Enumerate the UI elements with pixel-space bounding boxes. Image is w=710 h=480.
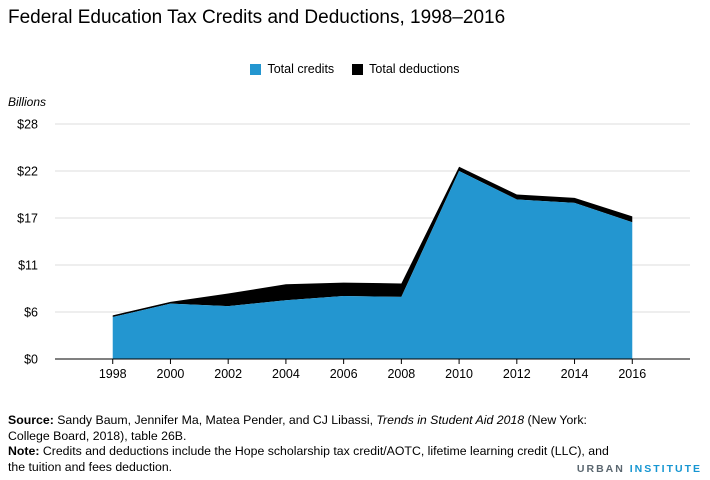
x-tick-label: 2002 xyxy=(214,367,242,381)
x-tick-label: 2014 xyxy=(561,367,589,381)
legend: Total credits Total deductions xyxy=(0,60,710,78)
urban-institute-logo: URBAN INSTITUTE xyxy=(577,463,702,475)
source-label: Source: xyxy=(8,413,54,427)
note-label: Note: xyxy=(8,444,40,458)
x-tick-label: 2012 xyxy=(503,367,531,381)
x-tick-label: 2000 xyxy=(157,367,185,381)
x-tick-label: 2006 xyxy=(330,367,358,381)
legend-swatch-credits xyxy=(250,63,262,75)
y-axis-unit-label: Billions xyxy=(8,95,47,109)
area-total-deductions xyxy=(112,166,633,318)
chart-footer: Source: Sandy Baum, Jennifer Ma, Matea P… xyxy=(8,413,618,475)
legend-label-deductions: Total deductions xyxy=(369,62,460,76)
y-tick-label: $22 xyxy=(17,165,38,179)
chart-title: Federal Education Tax Credits and Deduct… xyxy=(8,7,506,28)
legend-item-deductions: Total deductions xyxy=(352,62,460,76)
y-tick-label: $17 xyxy=(17,212,38,226)
source-text-1: Sandy Baum, Jennifer Ma, Matea Pender, a… xyxy=(53,413,377,427)
area-total-credits xyxy=(112,171,633,359)
note-text: Credits and deductions include the Hope … xyxy=(8,444,609,474)
y-tick-label: $28 xyxy=(17,118,38,132)
source-title: Trends in Student Aid 2018 xyxy=(376,413,525,427)
y-tick-label: $6 xyxy=(24,306,38,320)
legend-item-credits: Total credits xyxy=(250,62,334,76)
x-tick-label: 2010 xyxy=(445,367,473,381)
x-tick-label: 1998 xyxy=(99,367,127,381)
legend-swatch-deductions xyxy=(352,63,364,75)
brand-part-2: INSTITUTE xyxy=(624,463,702,475)
y-tick-label: $0 xyxy=(24,353,38,367)
legend-label-credits: Total credits xyxy=(267,62,335,76)
area-chart: $0 $6 $11 $17 $22 $28 1998 2000 2002 2004 2006 2008… xyxy=(17,118,690,381)
x-tick-label: 2016 xyxy=(618,367,646,381)
x-tick-label: 2004 xyxy=(272,367,300,381)
y-tick-label: $11 xyxy=(18,259,38,273)
x-tick-label: 2008 xyxy=(387,367,415,381)
source-text-2: (New York: College Board, 2018), table 2… xyxy=(8,413,587,443)
brand-part-1: URBAN xyxy=(576,463,625,475)
